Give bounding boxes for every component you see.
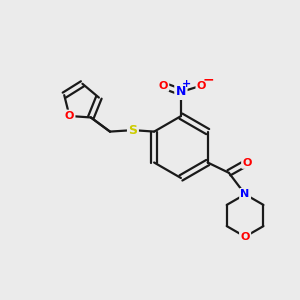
Text: O: O — [240, 232, 250, 242]
Text: O: O — [197, 80, 206, 91]
Text: −: − — [202, 73, 214, 87]
Text: N: N — [176, 85, 186, 98]
Text: S: S — [128, 124, 137, 136]
Text: O: O — [242, 158, 252, 167]
Text: +: + — [182, 79, 191, 89]
Text: O: O — [159, 80, 168, 91]
Text: N: N — [241, 189, 250, 199]
Text: O: O — [65, 111, 74, 121]
